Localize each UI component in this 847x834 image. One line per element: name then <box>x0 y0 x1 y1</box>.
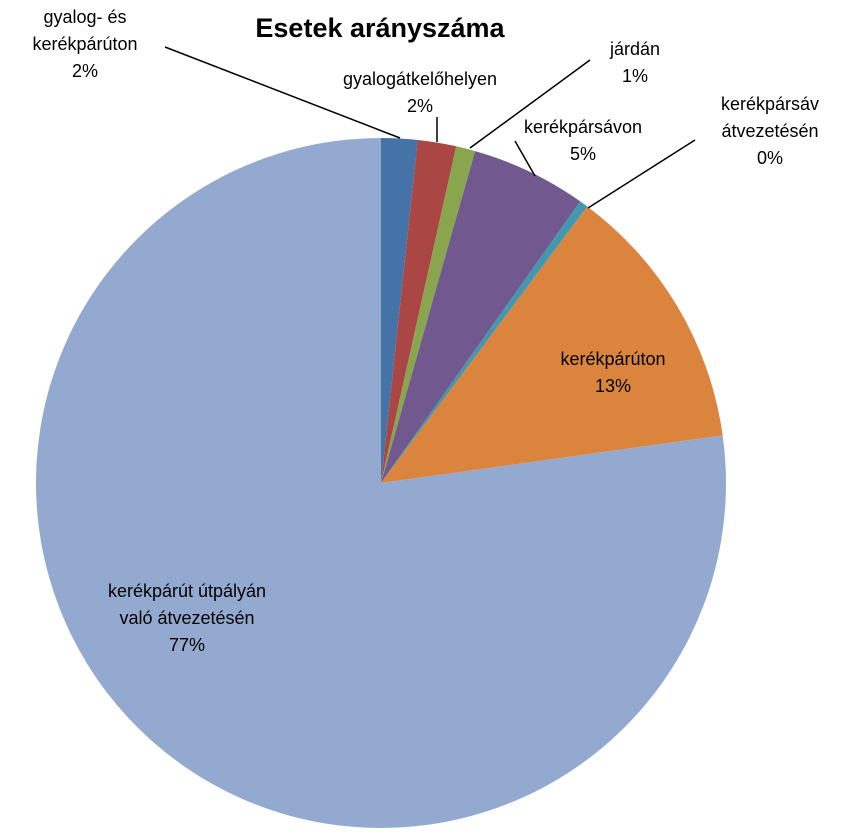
slice-label: átvezetésén <box>721 121 818 141</box>
slice-label: kerékpársáv <box>721 94 819 114</box>
slice-value-label: 77% <box>169 635 205 655</box>
leader-line <box>514 140 536 177</box>
pie-slice <box>381 146 476 483</box>
slice-label: gyalogátkelőhelyen <box>343 69 497 89</box>
slice-value-label: 0% <box>757 148 783 168</box>
leader-line <box>587 139 696 209</box>
leader-line <box>164 46 401 139</box>
pie-slice <box>381 201 588 483</box>
leader-line <box>469 59 591 149</box>
slice-label: kerékpárúton <box>32 34 137 54</box>
slice-value-label: 1% <box>622 66 648 86</box>
slice-value-label: 2% <box>72 61 98 81</box>
pie-slice <box>381 138 418 483</box>
chart-title: Esetek arányszáma <box>255 13 505 43</box>
pie-slice <box>36 138 727 828</box>
slice-label: járdán <box>609 39 660 59</box>
slice-label: kerékpárút útpályán <box>108 581 266 601</box>
slice-value-label: 5% <box>570 144 596 164</box>
slice-value-label: 13% <box>595 376 631 396</box>
pie-slice <box>381 206 723 483</box>
slice-value-label: 2% <box>407 96 433 116</box>
slice-label: való átvezetésén <box>119 608 254 628</box>
pie-slice <box>381 151 581 483</box>
slice-label: kerékpárúton <box>560 349 665 369</box>
slice-label: kerékpársávon <box>524 117 642 137</box>
pie-slice <box>381 139 457 483</box>
slice-label: gyalog- és <box>43 7 126 27</box>
